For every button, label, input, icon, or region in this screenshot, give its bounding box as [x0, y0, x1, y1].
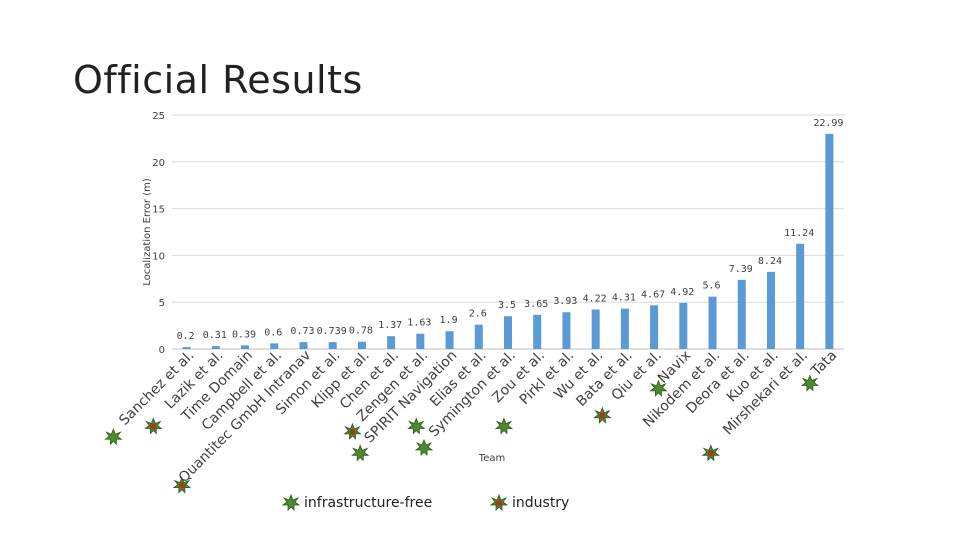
legend-label-industry: industry — [512, 495, 570, 511]
bar — [737, 279, 746, 349]
bar — [825, 133, 834, 349]
data-label: 0.78 — [349, 326, 373, 337]
infrastructure-free-marker-icon — [407, 417, 426, 435]
bar — [416, 333, 425, 349]
data-label: 11.24 — [784, 228, 814, 239]
data-label: 1.37 — [378, 320, 402, 331]
bar — [241, 345, 250, 349]
data-label: 4.92 — [670, 287, 694, 298]
y-tick-label: 20 — [152, 158, 165, 169]
industry-marker-icon — [172, 476, 192, 494]
industry-marker-icon — [144, 417, 163, 435]
data-label: 4.31 — [612, 293, 636, 304]
bar — [445, 331, 454, 349]
bar — [357, 341, 366, 349]
y-tick-label: 15 — [152, 205, 165, 216]
bar — [270, 343, 279, 349]
bar — [474, 324, 483, 349]
data-label: 7.39 — [729, 264, 753, 275]
infrastructure-free-marker-icon — [351, 444, 370, 462]
bar — [387, 336, 396, 349]
star-red-icon — [490, 494, 508, 511]
legend-label-infrastructure-free: infrastructure-free — [304, 495, 433, 511]
bar — [679, 302, 688, 349]
bar — [328, 342, 337, 349]
data-label: 3.65 — [524, 299, 548, 310]
bar — [562, 312, 571, 349]
data-label: 5.6 — [702, 281, 720, 292]
data-label: 0.2 — [177, 331, 195, 342]
x-axis-label: Team — [478, 453, 505, 464]
industry-marker-icon — [593, 406, 612, 424]
data-label: 0.73 — [290, 326, 314, 337]
star-green-icon — [282, 494, 300, 511]
data-label: 3.5 — [498, 300, 516, 311]
y-tick-label: 25 — [152, 111, 165, 122]
data-label: 0.31 — [203, 330, 227, 341]
data-label: 0.6 — [264, 327, 282, 338]
infrastructure-free-marker-icon — [414, 438, 434, 456]
bar — [211, 346, 220, 349]
infrastructure-free-marker-icon — [494, 417, 514, 435]
legend-infrastructure-free: infrastructure-free — [282, 494, 432, 512]
y-axis-label: Localization Error (m) — [142, 178, 153, 286]
data-label: 3.93 — [553, 296, 577, 307]
y-tick-label: 0 — [159, 345, 165, 356]
infrastructure-free-marker-icon — [649, 379, 668, 397]
y-tick-label: 5 — [159, 298, 165, 309]
bar — [591, 309, 600, 349]
data-label: 22.99 — [813, 118, 843, 129]
data-label: 8.24 — [758, 256, 782, 267]
bar — [533, 314, 542, 349]
bar — [796, 243, 805, 349]
data-label: 0.39 — [232, 329, 256, 340]
legend-industry: industry — [490, 494, 569, 512]
infrastructure-free-marker-icon — [800, 374, 820, 392]
bar — [504, 316, 512, 349]
bar — [299, 342, 308, 349]
bar — [650, 305, 659, 349]
data-label: 4.67 — [641, 289, 665, 300]
industry-marker-icon — [343, 422, 362, 440]
bar — [620, 308, 629, 349]
y-tick-label: 10 — [152, 251, 165, 262]
bar — [182, 347, 191, 349]
industry-marker-icon — [701, 444, 721, 462]
data-label: 1.63 — [407, 318, 431, 329]
slide-title: Official Results — [73, 58, 363, 102]
infrastructure-free-marker-icon — [104, 428, 123, 446]
bar — [766, 271, 775, 349]
bar — [708, 296, 717, 349]
data-label: 2.6 — [469, 309, 487, 320]
data-label: 4.22 — [583, 294, 607, 305]
x-tick-label: Tata — [808, 348, 840, 380]
data-label: 1.9 — [440, 315, 458, 326]
data-label: 0.739 — [317, 326, 347, 337]
